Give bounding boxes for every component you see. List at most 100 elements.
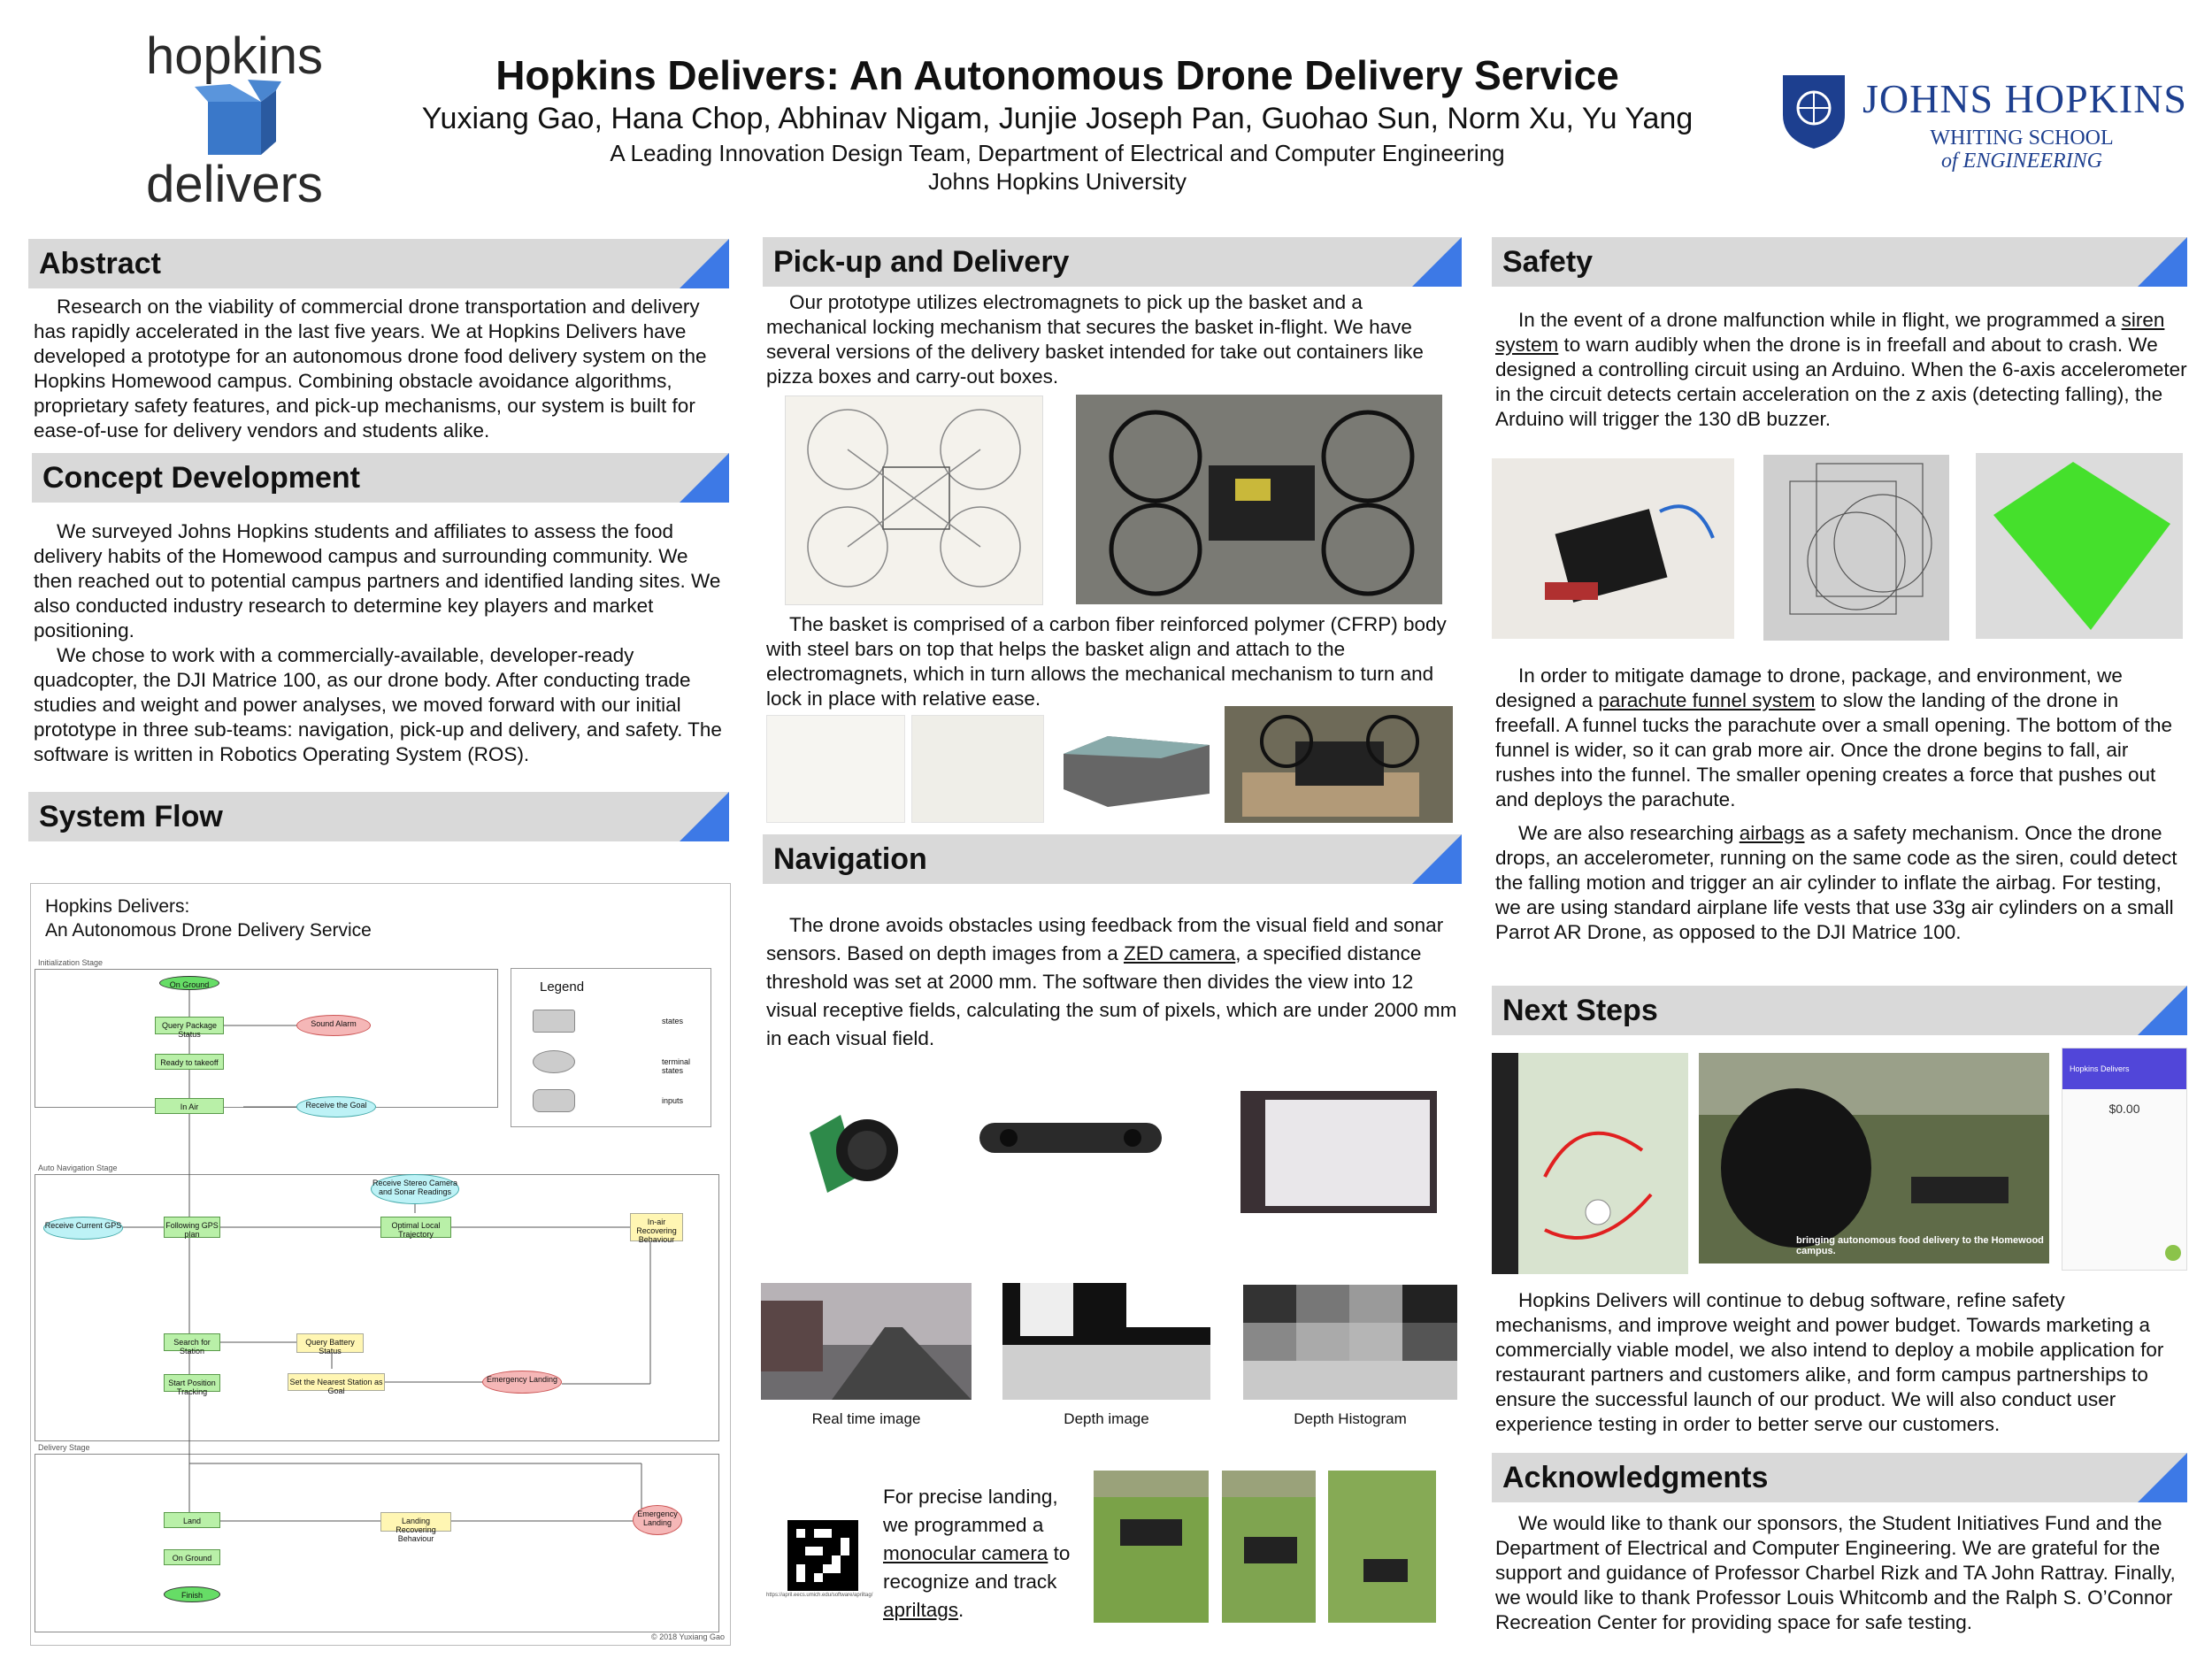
depth-histogram-grid — [1243, 1285, 1457, 1400]
node-receive-gps: Receive Current GPS — [43, 1217, 123, 1240]
node-emergency-landing: Emergency Landing — [482, 1371, 562, 1394]
apriltag-image — [787, 1520, 858, 1591]
diagram-legend: Legend states terminal states inputs — [511, 968, 711, 1127]
node-query-package: Query Package Status — [155, 1017, 224, 1039]
concept-text: We surveyed Johns Hopkins students and a… — [34, 519, 731, 767]
sonar-sensor-image — [805, 1106, 902, 1194]
jhu-school-line-1: WHITING SCHOOL — [1930, 127, 2114, 150]
landing-text: For precise landing, we programmed a mon… — [883, 1483, 1088, 1624]
nav-text-part-a: The drone avoids obstacles using feedbac… — [766, 914, 1444, 964]
node-ready-takeoff: Ready to takeoff — [155, 1054, 224, 1070]
safety-text-1: In the event of a drone malfunction whil… — [1495, 308, 2187, 432]
legend-terminal-label: terminal states — [662, 1057, 691, 1075]
pickup-paragraph-1: Our prototype utilizes electromagnets to… — [766, 291, 1424, 388]
drone-photo-drawing — [1109, 410, 1415, 596]
concept-paragraph-2: We chose to work with a commercially-ava… — [34, 644, 722, 765]
drone-sketch-image — [785, 396, 1043, 605]
realtime-image-drawing — [761, 1283, 972, 1400]
legend-state-swatch — [533, 1010, 575, 1033]
app-title: Hopkins Delivers — [2070, 1064, 2130, 1073]
parachute-funnel-link[interactable]: parachute funnel system — [1598, 689, 1816, 711]
landing-text-part-b: to recognize and track — [883, 1542, 1071, 1593]
landing-photo-3 — [1328, 1471, 1436, 1623]
safety-p2-part-a: In order to mitigate damage to drone, pa… — [1495, 664, 2123, 711]
pickup-paragraph-2: The basket is comprised of a carbon fibe… — [766, 613, 1447, 710]
caption-histogram: Depth Histogram — [1294, 1410, 1407, 1427]
siren-circuit-drawing — [1545, 504, 1715, 603]
sketch-drawing — [807, 409, 1021, 588]
abstract-paragraph: Research on the viability of commercial … — [34, 296, 707, 442]
drone-photo-image — [1076, 395, 1442, 604]
poster-title: Hopkins Delivers: An Autonomous Drone De… — [495, 52, 1619, 98]
siren-system-link[interactable]: siren system — [1495, 309, 2165, 356]
system-flow-heading: System Flow — [39, 800, 223, 833]
campus-map-drawing — [1492, 1053, 1653, 1274]
landing-photo-1 — [1094, 1471, 1209, 1623]
funnel-cad-drawing — [1789, 463, 1932, 615]
drone-with-basket-drawing — [1242, 715, 1419, 817]
landing-photo-1-drawing — [1094, 1471, 1209, 1546]
airbags-link[interactable]: airbags — [1739, 822, 1805, 844]
node-finish: Finish — [164, 1586, 220, 1602]
safety-text-2: In order to mitigate damage to drone, pa… — [1495, 664, 2187, 945]
landing-text-part-c: . — [958, 1599, 964, 1621]
depth-image — [1002, 1283, 1210, 1400]
diagram-copyright: © 2018 Yuxiang Gao — [650, 1632, 725, 1641]
depth-histogram-image — [1243, 1285, 1457, 1400]
acknowledgments-heading-bar: Acknowledgments — [1492, 1453, 2187, 1502]
basket-sketch-image-1 — [766, 715, 905, 823]
apriltag-url: https://april.eecs.umich.edu/software/ap… — [766, 1593, 873, 1598]
landing-text-part-a: For precise landing, we programmed a — [883, 1486, 1058, 1536]
acknowledgments-text: We would like to thank our sponsors, the… — [1495, 1511, 2187, 1635]
abstract-text: Research on the viability of commercial … — [34, 295, 731, 443]
jhu-logo: JOHNS HOPKINS WHITING SCHOOL of ENGINEER… — [1778, 71, 2186, 177]
mobile-app-screenshot: Hopkins Delivers $0.00 — [2062, 1048, 2187, 1271]
acknowledgments-heading: Acknowledgments — [1502, 1461, 1769, 1494]
zed-camera-link[interactable]: ZED camera — [1123, 942, 1236, 964]
concept-heading-bar: Concept Development — [32, 453, 729, 503]
legend-input-swatch — [533, 1089, 575, 1112]
legend-title: Legend — [540, 979, 585, 995]
system-flow-diagram: Hopkins Delivers: An Autonomous Drone De… — [30, 883, 731, 1646]
stage-delivery — [35, 1454, 719, 1632]
monocular-camera-link[interactable]: monocular camera — [883, 1542, 1048, 1564]
node-on-ground-2: On Ground — [164, 1549, 220, 1565]
basket-sketch-image-2 — [911, 715, 1044, 823]
apriltag-pattern — [787, 1520, 858, 1591]
basket-cad-drawing — [1064, 736, 1210, 807]
apriltags-link[interactable]: apriltags — [883, 1599, 959, 1621]
node-query-battery: Query Battery Status — [296, 1333, 364, 1356]
nav-text-part-b: , a specified distance threshold was set… — [766, 942, 1457, 1049]
node-land: Land — [164, 1512, 220, 1528]
safety-heading: Safety — [1502, 245, 1594, 279]
navigation-heading-bar: Navigation — [763, 834, 1462, 884]
node-receive-goal: Receive the Goal — [296, 1096, 376, 1118]
diagram-title: Hopkins Delivers: An Autonomous Drone De… — [45, 895, 372, 942]
safety-p1-part-a: In the event of a drone malfunction whil… — [1518, 309, 2122, 331]
landing-photo-2 — [1222, 1471, 1316, 1623]
stage-nav-label: Auto Navigation Stage — [38, 1164, 118, 1172]
poster-affiliation: A Leading Innovation Design Team, Depart… — [0, 139, 2115, 196]
safety-p1-part-b: to warn audibly when the drone is in fre… — [1495, 334, 2187, 430]
legend-terminal-swatch — [533, 1050, 575, 1073]
umbrella-demo-photo: bringing autonomous food delivery to the… — [1699, 1053, 2049, 1263]
pickup-heading-bar: Pick-up and Delivery — [763, 237, 1462, 287]
navigation-heading: Navigation — [773, 842, 927, 876]
pickup-heading: Pick-up and Delivery — [773, 245, 1070, 279]
app-action-button[interactable] — [2165, 1245, 2181, 1261]
caption-depth: Depth image — [1064, 1410, 1149, 1427]
jhu-school-line-2: of ENGINEERING — [1941, 150, 2102, 173]
jhu-name: JOHNS HOPKINS — [1863, 76, 2188, 121]
diagram-title-line-1: Hopkins Delivers: — [45, 896, 190, 917]
next-steps-heading: Next Steps — [1502, 994, 1658, 1027]
stage-nav — [35, 1174, 719, 1441]
realtime-image — [761, 1283, 972, 1400]
landing-photo-3-drawing — [1363, 1559, 1408, 1582]
drone-with-basket-photo — [1225, 706, 1453, 823]
box-icon — [195, 80, 281, 155]
stage-delivery-label: Delivery Stage — [38, 1443, 90, 1452]
node-receive-stereo: Receive Stereo Camera and Sonar Readings — [371, 1174, 459, 1204]
safety-p2-part-b: to slow the landing of the drone in free… — [1495, 689, 2173, 810]
abstract-heading: Abstract — [39, 247, 161, 280]
acknowledgments-paragraph: We would like to thank our sponsors, the… — [1495, 1512, 2176, 1633]
